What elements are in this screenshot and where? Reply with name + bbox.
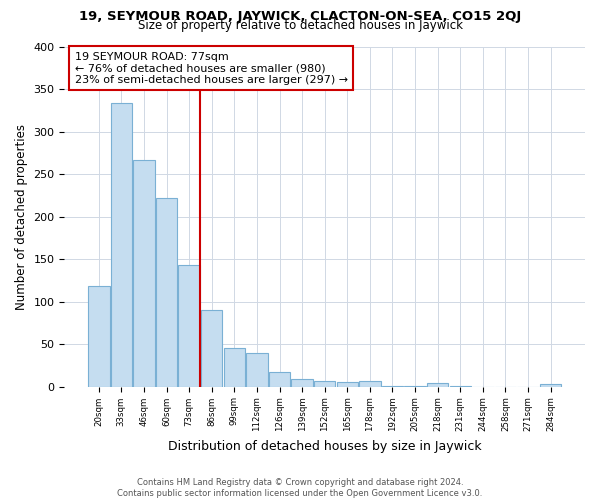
Bar — [314, 382, 335, 386]
Text: Contains HM Land Registry data © Crown copyright and database right 2024.
Contai: Contains HM Land Registry data © Crown c… — [118, 478, 482, 498]
X-axis label: Distribution of detached houses by size in Jaywick: Distribution of detached houses by size … — [168, 440, 482, 452]
Bar — [156, 198, 177, 386]
Bar — [88, 286, 110, 386]
Bar — [540, 384, 562, 386]
Y-axis label: Number of detached properties: Number of detached properties — [15, 124, 28, 310]
Text: 19, SEYMOUR ROAD, JAYWICK, CLACTON-ON-SEA, CO15 2QJ: 19, SEYMOUR ROAD, JAYWICK, CLACTON-ON-SE… — [79, 10, 521, 23]
Bar — [359, 382, 380, 386]
Bar — [427, 383, 448, 386]
Bar — [133, 160, 155, 386]
Text: Size of property relative to detached houses in Jaywick: Size of property relative to detached ho… — [137, 19, 463, 32]
Bar — [178, 265, 200, 386]
Bar — [224, 348, 245, 387]
Bar — [292, 379, 313, 386]
Text: 19 SEYMOUR ROAD: 77sqm
← 76% of detached houses are smaller (980)
23% of semi-de: 19 SEYMOUR ROAD: 77sqm ← 76% of detached… — [75, 52, 348, 85]
Bar — [269, 372, 290, 386]
Bar — [246, 352, 268, 386]
Bar — [110, 104, 132, 387]
Bar — [201, 310, 223, 386]
Bar — [337, 382, 358, 386]
